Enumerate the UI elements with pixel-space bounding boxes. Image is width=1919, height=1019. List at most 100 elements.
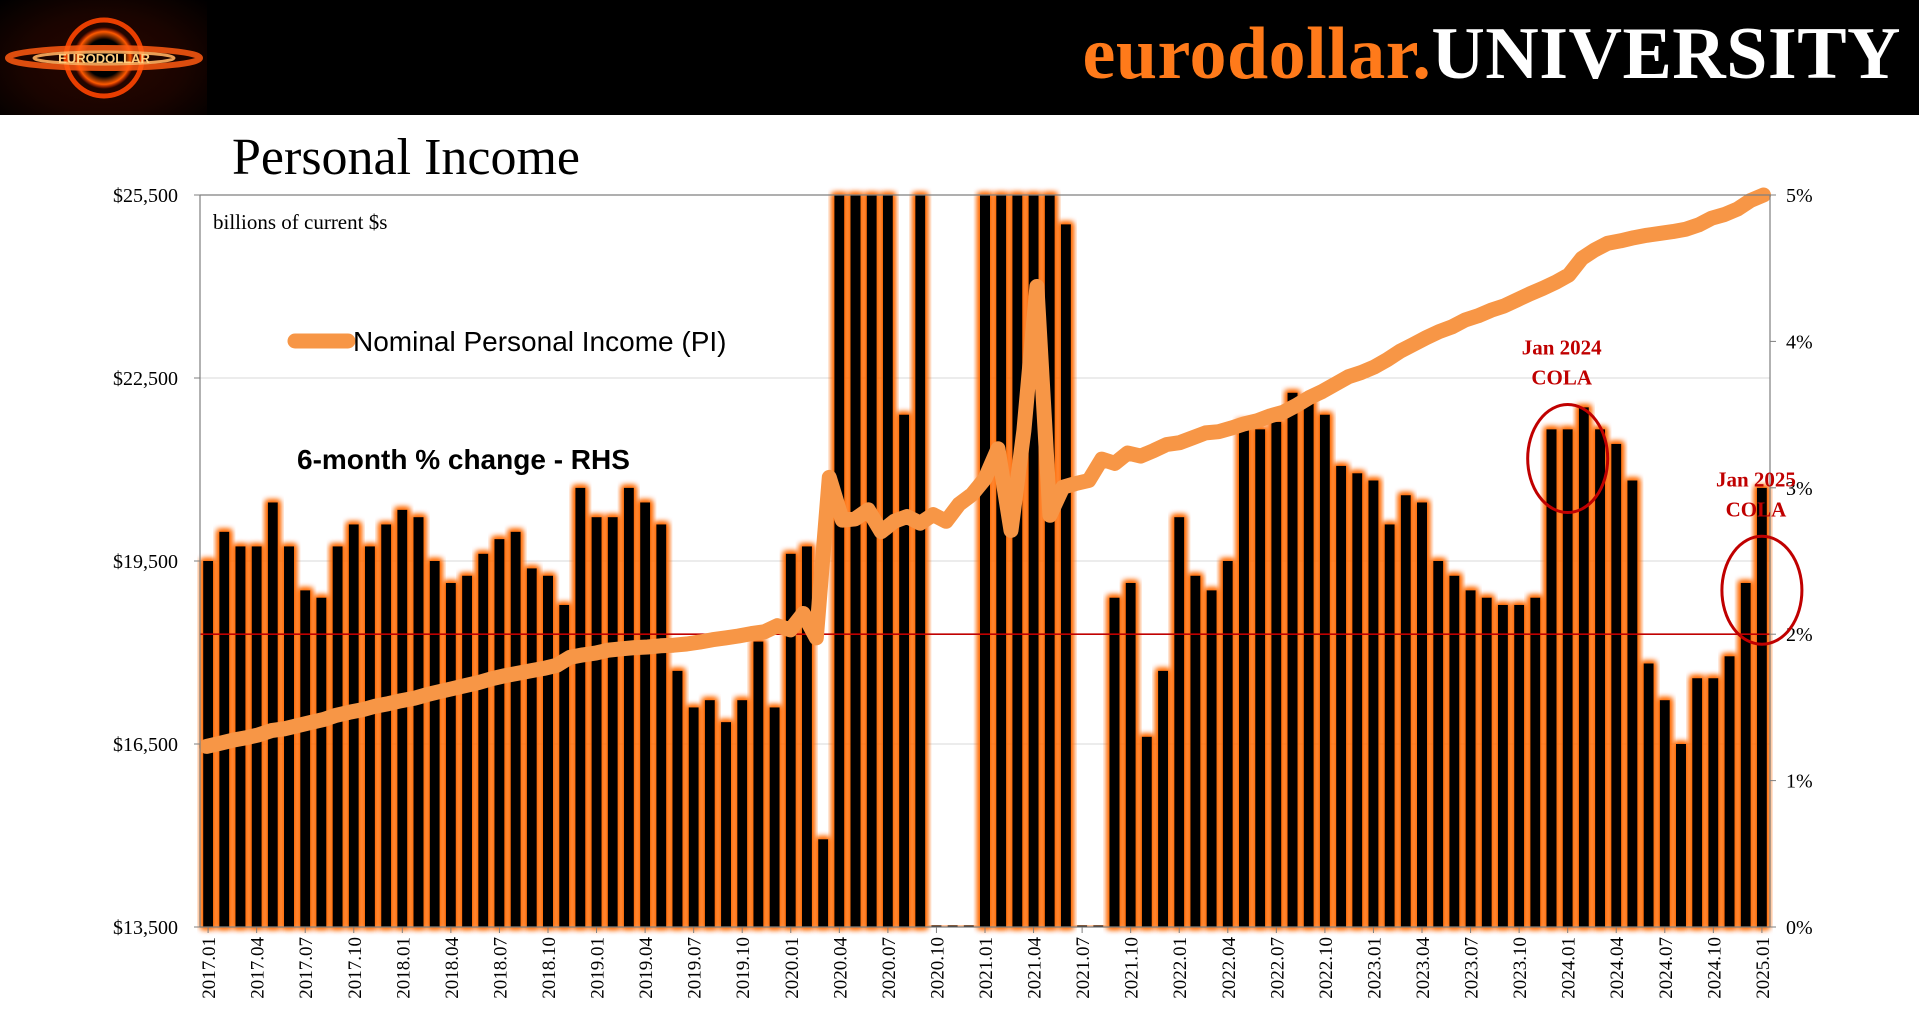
bar bbox=[866, 195, 877, 927]
y-right-tick-label: 3% bbox=[1786, 478, 1813, 500]
x-tick-label: 2023.07 bbox=[1462, 937, 1483, 999]
chart-subtitle: billions of current $s bbox=[213, 210, 387, 234]
bar bbox=[1465, 590, 1476, 927]
bar bbox=[1675, 744, 1686, 927]
bar bbox=[526, 568, 537, 927]
annotation-label: COLA bbox=[1531, 366, 1593, 390]
bar bbox=[1158, 670, 1169, 927]
y-left-tick-label: $25,500 bbox=[113, 185, 178, 207]
x-tick-label: 2019.10 bbox=[733, 937, 754, 999]
bar bbox=[1077, 925, 1088, 927]
bar bbox=[801, 546, 812, 927]
bar bbox=[1708, 678, 1719, 927]
x-tick-label: 2020.01 bbox=[782, 937, 803, 999]
bar bbox=[1255, 429, 1266, 927]
x-tick-label: 2020.04 bbox=[830, 937, 851, 999]
bar bbox=[1206, 590, 1217, 927]
brand-wordmark[interactable]: eurodollar.UNIVERSITY bbox=[1082, 6, 1901, 102]
bar bbox=[640, 502, 651, 927]
bar bbox=[1530, 597, 1541, 927]
x-tick-label: 2018.10 bbox=[539, 937, 560, 999]
bar bbox=[1659, 700, 1670, 927]
bar bbox=[1433, 561, 1444, 927]
brand-wordmark-part2: UNIVERSITY bbox=[1431, 13, 1901, 95]
x-tick-label: 2019.04 bbox=[636, 937, 657, 999]
y-left-tick-label: $16,500 bbox=[113, 734, 178, 756]
bar bbox=[1222, 561, 1233, 927]
annotation-circle bbox=[1720, 534, 1804, 646]
bar bbox=[478, 553, 489, 927]
bar bbox=[979, 195, 991, 927]
bar bbox=[704, 700, 715, 927]
bar bbox=[1336, 465, 1347, 927]
annotation-circle bbox=[1526, 403, 1610, 515]
x-tick-label: 2023.10 bbox=[1510, 937, 1531, 999]
bar bbox=[1109, 597, 1120, 927]
annotations: Jan 2024 COLA Jan 2025 COLA bbox=[1522, 336, 1804, 646]
y-left-tick-label: $13,500 bbox=[113, 917, 178, 939]
y-right-tick-label: 1% bbox=[1786, 771, 1813, 793]
axes: $13,500 $16,500 $19,500 $22,500 $25,500 0% 1% 2… bbox=[113, 185, 1813, 999]
x-tick-label: 2022.10 bbox=[1316, 937, 1337, 999]
bar bbox=[332, 546, 343, 927]
bar bbox=[785, 553, 796, 927]
legend-line-label: Nominal Personal Income (PI) bbox=[353, 326, 726, 357]
logo-text: EURODOLLAR bbox=[58, 51, 150, 66]
bar bbox=[1400, 495, 1411, 927]
x-tick-label: 2020.07 bbox=[879, 937, 900, 999]
legend-bar-label: 6-month % change - RHS bbox=[297, 444, 630, 475]
x-tick-label: 2024.10 bbox=[1704, 937, 1725, 999]
x-tick-label: 2018.07 bbox=[490, 937, 511, 999]
bar bbox=[1578, 407, 1589, 927]
x-tick-label: 2021.10 bbox=[1122, 937, 1143, 999]
annotation-label: Jan 2024 bbox=[1522, 336, 1602, 360]
bar bbox=[947, 925, 958, 927]
bar bbox=[721, 722, 732, 927]
brand-logo[interactable]: EURODOLLAR bbox=[0, 0, 207, 115]
line-path bbox=[199, 187, 1771, 754]
bar bbox=[1028, 195, 1039, 927]
bar bbox=[1643, 663, 1654, 927]
bar bbox=[542, 575, 554, 927]
x-tick-label: 2017.10 bbox=[345, 937, 366, 999]
bar bbox=[381, 524, 392, 927]
bar bbox=[1238, 421, 1249, 927]
chart-title: Personal Income bbox=[232, 129, 581, 186]
bar bbox=[688, 707, 699, 927]
bar bbox=[316, 597, 327, 927]
y-left-tick-label: $19,500 bbox=[113, 551, 178, 573]
y-right-tick-label: 5% bbox=[1786, 185, 1813, 207]
chart-text: billions of current $s Nominal Personal … bbox=[213, 210, 726, 475]
y-right-tick-label: 4% bbox=[1786, 331, 1813, 353]
bar bbox=[591, 517, 602, 927]
bar bbox=[1287, 392, 1298, 927]
bar bbox=[1174, 517, 1185, 927]
bar bbox=[219, 531, 230, 927]
bar bbox=[1692, 678, 1703, 927]
bar bbox=[769, 707, 780, 927]
bar bbox=[364, 546, 375, 927]
bar bbox=[1562, 429, 1573, 927]
bar bbox=[931, 925, 942, 927]
bar bbox=[1611, 443, 1622, 927]
bar bbox=[1627, 480, 1638, 927]
bar bbox=[882, 195, 893, 927]
bar bbox=[1756, 487, 1767, 927]
bar bbox=[413, 517, 424, 927]
bar bbox=[818, 839, 829, 927]
bar bbox=[899, 414, 910, 928]
bar bbox=[1481, 597, 1492, 927]
bar bbox=[1384, 524, 1395, 927]
bar bbox=[1449, 575, 1460, 927]
bar bbox=[1319, 414, 1330, 928]
x-tick-label: 2021.01 bbox=[976, 937, 997, 999]
bar bbox=[284, 546, 295, 927]
bar-series bbox=[203, 195, 1767, 928]
bar bbox=[996, 195, 1007, 927]
x-tick-label: 2017.07 bbox=[296, 937, 317, 999]
x-tick-label: 2021.04 bbox=[1025, 937, 1046, 999]
bar bbox=[850, 195, 861, 927]
bar bbox=[1125, 582, 1136, 927]
bar bbox=[1595, 429, 1606, 927]
